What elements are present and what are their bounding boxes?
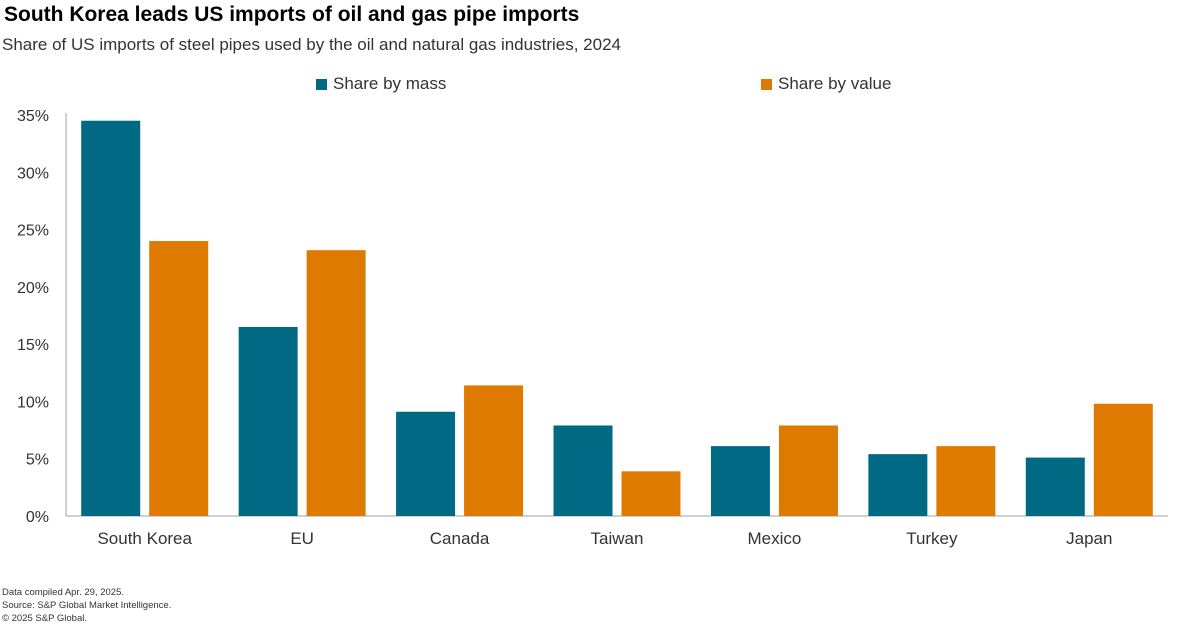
x-tick-label: Japan <box>1066 529 1112 548</box>
y-tick-label: 15% <box>17 337 49 354</box>
footnote-source: Source: S&P Global Market Intelligence. <box>2 600 172 611</box>
x-tick-label: Taiwan <box>591 529 644 548</box>
legend-label-value: Share by value <box>778 74 892 93</box>
bar-share-by-mass <box>553 425 613 516</box>
footnote-copyright: © 2025 S&P Global. <box>2 613 87 624</box>
footnote-date: Data compiled Apr. 29, 2025. <box>2 587 124 598</box>
x-tick-label: South Korea <box>97 529 192 548</box>
x-tick-label: Mexico <box>747 529 801 548</box>
chart-subtitle: Share of US imports of steel pipes used … <box>2 35 621 54</box>
bar-share-by-value <box>149 241 209 516</box>
x-tick-label: Canada <box>430 529 490 548</box>
legend-item-mass: Share by mass <box>316 74 446 94</box>
y-tick-label: 20% <box>17 280 49 297</box>
bar-share-by-mass <box>81 120 141 516</box>
bar-share-by-mass <box>238 326 298 516</box>
bar-share-by-value <box>936 446 996 516</box>
bar-share-by-value <box>1093 403 1153 516</box>
y-tick-label: 30% <box>17 165 49 182</box>
bar-share-by-mass <box>868 454 928 516</box>
y-tick-label: 5% <box>26 452 49 469</box>
y-tick-label: 35% <box>17 108 49 125</box>
x-tick-label: Turkey <box>906 529 958 548</box>
bar-share-by-value <box>778 425 838 516</box>
legend-label-mass: Share by mass <box>333 74 447 93</box>
bar-share-by-value <box>464 385 524 516</box>
legend-swatch-mass <box>316 78 327 90</box>
y-tick-label: 0% <box>26 509 49 526</box>
x-tick-label: EU <box>290 529 314 548</box>
footnotes: Data compiled Apr. 29, 2025. Source: S&P… <box>2 586 171 625</box>
bar-share-by-mass <box>396 411 456 516</box>
bar-share-by-mass <box>710 446 770 516</box>
legend-item-value: Share by value <box>761 74 891 94</box>
bar-share-by-value <box>621 471 681 516</box>
chart-title: South Korea leads US imports of oil and … <box>4 3 580 26</box>
bar-share-by-value <box>306 250 366 517</box>
bar-share-by-mass <box>1025 457 1085 516</box>
legend-swatch-value <box>761 78 772 90</box>
y-tick-label: 10% <box>17 394 49 411</box>
y-tick-label: 25% <box>17 223 49 240</box>
